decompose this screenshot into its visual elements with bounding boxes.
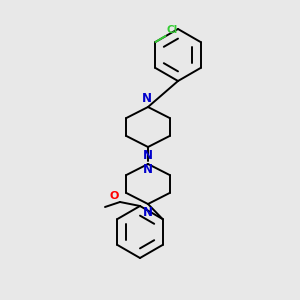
Text: N: N — [142, 92, 152, 105]
Text: Cl: Cl — [167, 25, 178, 35]
Text: N: N — [143, 206, 153, 219]
Text: N: N — [143, 149, 153, 162]
Text: O: O — [110, 191, 119, 201]
Text: N: N — [143, 163, 153, 176]
